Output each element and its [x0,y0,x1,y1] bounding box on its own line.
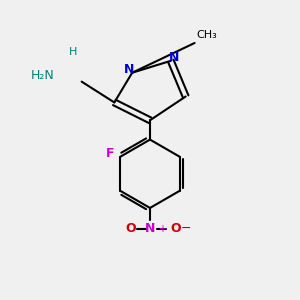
Text: H: H [68,47,77,57]
Text: −: − [180,222,191,235]
Text: N: N [124,63,134,76]
Text: N: N [145,222,155,235]
Text: H₂N: H₂N [31,69,55,82]
Text: CH₃: CH₃ [196,30,217,40]
Text: O: O [170,222,181,235]
Text: F: F [106,147,114,160]
Text: +: + [158,224,166,234]
Text: O: O [125,222,136,235]
Text: N: N [169,51,179,64]
